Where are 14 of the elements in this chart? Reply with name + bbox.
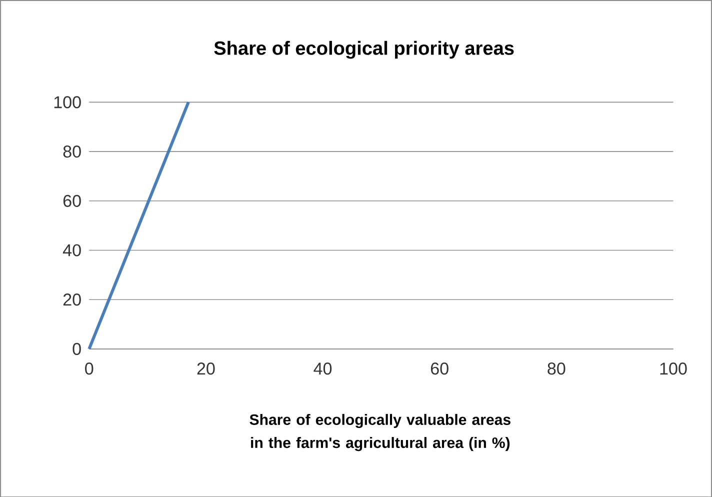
x-tick-label: 0 <box>85 362 94 374</box>
x-tick-label: 100 <box>660 362 687 374</box>
x-tick-label: 80 <box>548 362 566 374</box>
x-tick-label: 40 <box>314 362 332 374</box>
x-tick-label: 20 <box>197 362 215 374</box>
y-tick-label: 100 <box>54 96 81 108</box>
y-tick-label: 80 <box>63 145 81 158</box>
y-tick-label: 20 <box>63 293 81 306</box>
chart-title: Share of ecological priority areas <box>214 40 514 59</box>
y-tick-label: 40 <box>62 244 81 256</box>
x-axis-title: Share of ecologically valuable areas in the farm's agricultural area (in %) <box>250 414 510 451</box>
x-tick-label: 60 <box>430 362 448 374</box>
y-tick-label: 60 <box>63 194 81 207</box>
y-tick-label: 0 <box>72 342 81 355</box>
